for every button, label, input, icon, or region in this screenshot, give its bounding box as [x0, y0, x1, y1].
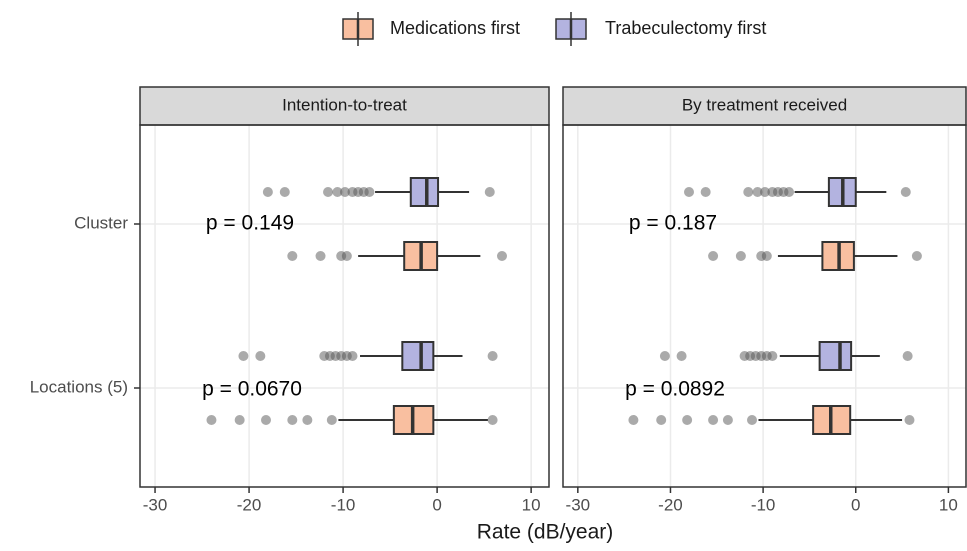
p-value-annotation: p = 0.187: [629, 212, 717, 235]
outlier: [332, 187, 343, 197]
legend-label: Trabeculectomy first: [605, 18, 766, 38]
outlier: [487, 415, 498, 425]
facet-strip: [139, 86, 550, 126]
y-tick-label: Locations (5): [30, 377, 128, 396]
outlier: [238, 351, 249, 361]
outlier: [260, 415, 271, 425]
facet-title: Intention-to-treat: [282, 95, 407, 114]
box: [409, 177, 440, 207]
p-value-annotation: p = 0.149: [206, 212, 294, 235]
x-tick-label: 0: [432, 495, 441, 514]
x-tick-label: -30: [566, 495, 591, 514]
outlier: [326, 415, 337, 425]
outlier: [364, 187, 375, 197]
outlier: [315, 251, 326, 261]
facet-title: By treatment received: [682, 95, 847, 114]
x-tick-label: 10: [939, 495, 958, 514]
outlier: [784, 187, 795, 197]
outlier: [746, 415, 757, 425]
outlier: [656, 415, 667, 425]
outlier: [234, 415, 245, 425]
outlier: [279, 187, 290, 197]
outlier: [676, 351, 687, 361]
x-tick-label: 10: [522, 495, 541, 514]
outlier: [743, 187, 754, 197]
outlier: [708, 415, 719, 425]
p-value-annotation: p = 0.0670: [202, 378, 302, 401]
x-tick-label: -20: [658, 495, 683, 514]
box: [401, 341, 435, 371]
x-tick-label: 0: [851, 495, 860, 514]
panel-background: [563, 125, 966, 487]
x-tick-label: -10: [751, 495, 776, 514]
outlier: [700, 187, 711, 197]
facet-strip: [562, 86, 967, 126]
x-tick-label: -20: [237, 495, 262, 514]
panel-background: [140, 125, 549, 487]
outlier: [911, 251, 922, 261]
outlier: [722, 415, 733, 425]
outlier: [659, 351, 670, 361]
outlier: [735, 251, 746, 261]
outlier: [900, 187, 911, 197]
panel-border: [139, 124, 550, 488]
outlier: [708, 251, 719, 261]
x-tick-label: -10: [331, 495, 356, 514]
outlier: [496, 251, 507, 261]
outlier: [255, 351, 266, 361]
y-tick-label: Cluster: [74, 213, 128, 232]
outlier: [323, 187, 334, 197]
outlier: [752, 187, 763, 197]
outlier: [347, 351, 358, 361]
legend-label: Medications first: [390, 18, 520, 38]
outlier: [759, 187, 770, 197]
outlier: [339, 187, 350, 197]
outlier: [484, 187, 495, 197]
outlier: [682, 415, 693, 425]
panel-border: [562, 124, 967, 488]
outlier: [302, 415, 313, 425]
box: [818, 341, 853, 371]
outlier: [262, 187, 273, 197]
outlier: [487, 351, 498, 361]
p-value-annotation: p = 0.0892: [625, 378, 725, 401]
outlier: [287, 415, 298, 425]
outlier: [902, 351, 913, 361]
outlier: [761, 251, 772, 261]
outlier: [767, 351, 778, 361]
x-tick-label: -30: [143, 495, 168, 514]
outlier: [287, 251, 298, 261]
outlier: [904, 415, 915, 425]
outlier: [628, 415, 639, 425]
x-axis-title: Rate (dB/year): [477, 521, 614, 544]
outlier: [683, 187, 694, 197]
outlier: [341, 251, 352, 261]
outlier: [206, 415, 217, 425]
